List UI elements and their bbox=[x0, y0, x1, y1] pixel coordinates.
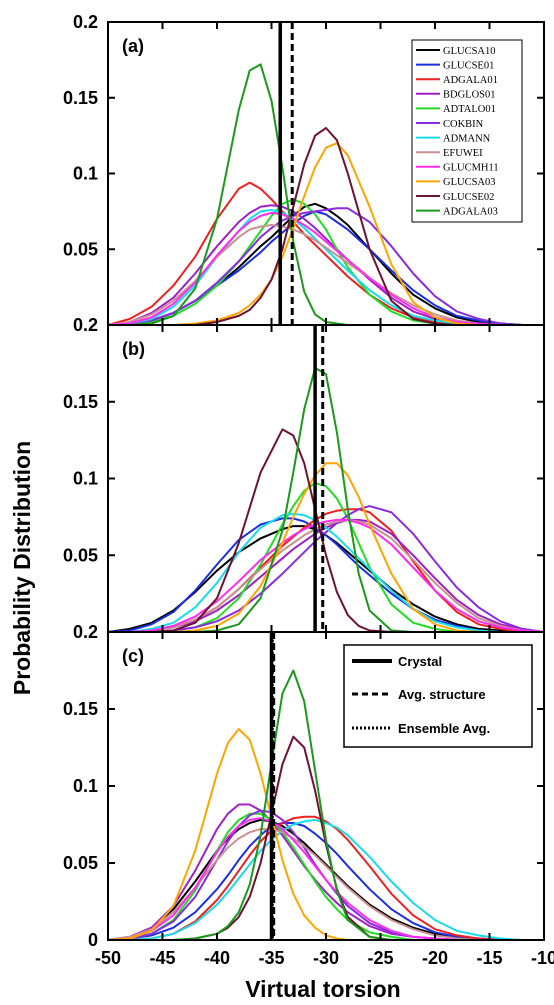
series-line-b-bdglos01 bbox=[108, 518, 545, 633]
reference-legend-label-avg: Avg. structure bbox=[398, 687, 486, 702]
panel-c: 0.2 0.15 0.1 0.05 0-50 -45 -40 -35 -30 -25 -20 -15 -… bbox=[63, 622, 554, 968]
series-line-a-cokbin bbox=[107, 207, 544, 326]
legend-label: GLUCMH11 bbox=[443, 163, 499, 174]
legend-label: GLUCSA10 bbox=[443, 46, 496, 57]
series-line-c-admann bbox=[108, 818, 544, 941]
series-legend-box bbox=[411, 39, 523, 223]
x-tick-label: -20 bbox=[422, 948, 448, 968]
x-tick-label: -40 bbox=[204, 948, 230, 968]
series-line-b-glucmh11 bbox=[108, 518, 545, 633]
series-line-a-glucsa03 bbox=[108, 142, 544, 326]
panel-label-b: (b) bbox=[122, 339, 145, 359]
y-tick-label-b: 0.15 bbox=[63, 392, 98, 412]
y-tick-label-b: 0.05 bbox=[63, 545, 98, 565]
y-tick-label-c: 0.15 bbox=[63, 699, 98, 719]
series-line-b-adgala03 bbox=[108, 367, 544, 633]
legend-label: ADGALA03 bbox=[443, 206, 498, 217]
y-tick-label-c: 0 bbox=[88, 930, 98, 950]
x-tick-label: -35 bbox=[258, 948, 284, 968]
series-line-b-glucse01 bbox=[107, 517, 544, 633]
y-tick-label-b: 0.1 bbox=[73, 469, 98, 489]
y-tick-label-a: 0.1 bbox=[73, 164, 98, 184]
y-axis-title: Probability Distribution bbox=[9, 441, 35, 695]
reference-legend-label-crystal: Crystal bbox=[398, 654, 442, 669]
x-axis-title: Virtual torsion bbox=[245, 976, 401, 1002]
y-tick-label-a: 0.2 bbox=[73, 12, 98, 32]
panel-a: 0.2 0.15 0.1 0.05 (a) GLUCSA10 GLUCSE01 ADGALA0… bbox=[63, 12, 545, 326]
reference-legend-box bbox=[343, 644, 533, 748]
y-tick-label-c: 0.05 bbox=[63, 853, 98, 873]
x-tick-label: -15 bbox=[476, 948, 502, 968]
y-tick-label-c: 0.1 bbox=[73, 776, 98, 796]
series-line-a-admann bbox=[107, 208, 544, 326]
legend-label: COKBIN bbox=[443, 119, 484, 130]
series-line-b-efuwei bbox=[108, 518, 545, 633]
series-line-c-efuwei bbox=[107, 828, 544, 941]
legend-label: GLUCSE02 bbox=[443, 192, 494, 203]
x-tick-label: -30 bbox=[313, 948, 339, 968]
legend-label: GLUCSE01 bbox=[443, 60, 494, 71]
x-tick-label: -25 bbox=[367, 948, 393, 968]
x-tick-label: -10 bbox=[531, 948, 554, 968]
y-tick-label-b: 0.2 bbox=[73, 315, 98, 335]
x-tick-label: -45 bbox=[149, 948, 175, 968]
y-tick-label-a: 0.15 bbox=[63, 88, 98, 108]
y-tick-label-a: 0.05 bbox=[63, 239, 98, 259]
legend-label: GLUCSA03 bbox=[443, 177, 496, 188]
panel-label-a: (a) bbox=[122, 36, 144, 56]
y-tick-label-c: 0.2 bbox=[73, 622, 98, 642]
reference-legend-label-ensemble: Ensemble Avg. bbox=[398, 721, 490, 736]
x-tick-label: -50 bbox=[95, 948, 121, 968]
legend-label: ADGALA01 bbox=[443, 75, 498, 86]
series-line-c-cokbin bbox=[107, 809, 544, 941]
series-line-b-glucsa03 bbox=[108, 462, 544, 633]
series-line-b-admann bbox=[108, 512, 544, 633]
panels: 0.2 0.15 0.1 0.05 (a) GLUCSA10 GLUCSE01 ADGALA0… bbox=[63, 12, 554, 968]
reference-legend: Crystal Avg. structure Ensemble Avg. bbox=[343, 644, 533, 748]
legend-label: EFUWEI bbox=[443, 148, 483, 159]
panel-b: 0.2 0.15 0.1 0.05 (b) bbox=[63, 315, 545, 633]
series-legend: GLUCSA10 GLUCSE01 ADGALA01 BDGLOS01 ADTALO01… bbox=[411, 39, 523, 223]
series-line-c-glucse01 bbox=[107, 822, 544, 941]
plot-frame-b bbox=[107, 324, 545, 633]
legend-label: ADTALO01 bbox=[443, 104, 496, 115]
panel-label-c: (c) bbox=[122, 646, 144, 666]
series-line-b-cokbin bbox=[108, 505, 545, 633]
series-line-b-glucse02 bbox=[108, 428, 544, 633]
legend-label: ADMANN bbox=[443, 133, 491, 144]
series-line-c-adgala01 bbox=[108, 815, 544, 941]
legend-label: BDGLOS01 bbox=[443, 90, 496, 101]
